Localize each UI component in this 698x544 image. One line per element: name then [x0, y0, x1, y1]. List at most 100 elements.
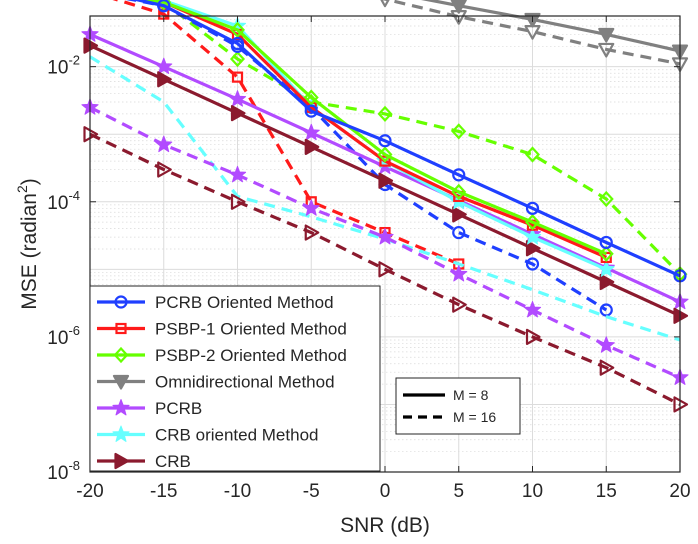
x-tick-label: 15 — [596, 481, 617, 502]
legend-marker — [113, 346, 129, 364]
data-point — [450, 265, 468, 282]
data-point — [525, 257, 540, 271]
data-point — [451, 183, 467, 201]
legend-label: CRB — [155, 452, 191, 471]
x-tick-label: 20 — [669, 481, 690, 502]
y-tick-label: 10-2 — [47, 53, 80, 79]
legend-marker — [112, 374, 130, 390]
series-layer — [81, 0, 689, 413]
series-crb-m16 — [83, 126, 689, 413]
legend-entry: PSBP-1 Oriented Method — [97, 320, 347, 339]
legend-marker — [115, 322, 127, 335]
series-pcrb-oriented-method — [130, 0, 687, 283]
data-point — [157, 0, 171, 13]
series-line — [130, 0, 681, 278]
x-tick-label: 10 — [522, 481, 543, 502]
y-tick-label: 10-6 — [47, 323, 80, 349]
data-point — [230, 21, 245, 39]
series-crb — [83, 37, 689, 324]
data-point — [230, 50, 245, 68]
y-axis-label: MSE (radian2) — [14, 178, 41, 310]
data-point — [599, 235, 613, 250]
data-point — [523, 301, 542, 318]
series-line — [420, 0, 681, 53]
legend-label: Omnidirectional Method — [155, 373, 335, 392]
data-point — [377, 105, 393, 123]
y-axis: 10-8 10-6 10-4 10-2 — [47, 53, 680, 484]
x-tick-label: 0 — [380, 481, 391, 502]
data-point — [376, 228, 394, 245]
data-point — [304, 104, 318, 118]
y-axis-label-close: ) — [18, 178, 41, 185]
data-point — [83, 37, 99, 54]
data-point — [452, 168, 466, 182]
series-line — [89, 105, 681, 380]
data-point — [304, 138, 320, 155]
legend-label: PSBP-1 Oriented Method — [155, 320, 347, 339]
data-point — [597, 336, 615, 353]
antenna-count-legend-box — [395, 377, 521, 435]
data-point — [230, 105, 246, 122]
data-point — [525, 240, 541, 257]
legend-marker — [112, 425, 130, 442]
x-tick-label: -10 — [224, 481, 251, 502]
data-point — [450, 0, 467, 14]
y-tick-label: 10-4 — [47, 188, 80, 214]
data-point — [157, 71, 172, 88]
data-point — [525, 213, 540, 231]
data-point — [525, 146, 540, 163]
data-point — [673, 396, 689, 413]
y-axis-label-main: MSE (radian — [18, 193, 41, 310]
data-point — [231, 71, 244, 83]
data-point — [599, 359, 615, 376]
data-point — [303, 89, 319, 106]
x-axis-label: SNR (dB) — [340, 514, 430, 537]
data-point — [599, 273, 615, 291]
data-point — [230, 36, 245, 51]
x-tick-label: -15 — [150, 481, 177, 502]
data-point — [156, 0, 172, 11]
method-legend: PCRB Oriented Method PSBP-1 Oriented Meth… — [89, 285, 381, 472]
style-legend-label: M = 16 — [453, 409, 496, 425]
method-legend-box — [89, 285, 381, 472]
series-line — [125, 0, 608, 312]
data-point — [228, 90, 247, 107]
legend-label: PCRB Oriented Method — [155, 293, 334, 312]
data-point — [377, 146, 393, 163]
data-point — [673, 307, 689, 324]
data-point — [598, 245, 614, 262]
legend-entry: PCRB Oriented Method — [97, 293, 334, 312]
data-point — [155, 135, 173, 153]
y-tick-label: 10-8 — [47, 458, 80, 484]
legend-label: PCRB — [155, 399, 202, 418]
x-tick-label: -5 — [303, 481, 320, 502]
data-point — [525, 201, 540, 215]
data-point — [598, 27, 615, 43]
data-point — [228, 165, 247, 183]
data-point — [598, 190, 614, 208]
series-line — [137, 0, 682, 276]
data-point — [599, 303, 613, 317]
data-point — [304, 224, 320, 241]
series-line — [89, 55, 681, 342]
data-point — [378, 172, 394, 189]
data-point — [452, 206, 467, 223]
data-point — [230, 193, 246, 210]
legend-marker — [112, 399, 130, 416]
legend-label: PSBP-2 Oriented Method — [155, 346, 347, 365]
data-point — [378, 261, 394, 278]
style-legend-entry: M = 8 — [403, 387, 489, 403]
legend-label: CRB oriented Method — [155, 426, 318, 445]
data-point — [525, 328, 541, 345]
data-point — [83, 126, 99, 143]
legend-entry: CRB oriented Method — [97, 425, 318, 445]
legend-marker — [114, 452, 130, 470]
y-axis-label-superscript: 2 — [14, 185, 30, 193]
data-point — [302, 199, 320, 216]
style-legend-label: M = 8 — [453, 387, 489, 403]
series-line — [112, 0, 460, 266]
x-tick-label: -20 — [76, 481, 103, 502]
data-point — [452, 225, 466, 240]
data-point — [598, 42, 615, 58]
data-point — [155, 57, 173, 74]
